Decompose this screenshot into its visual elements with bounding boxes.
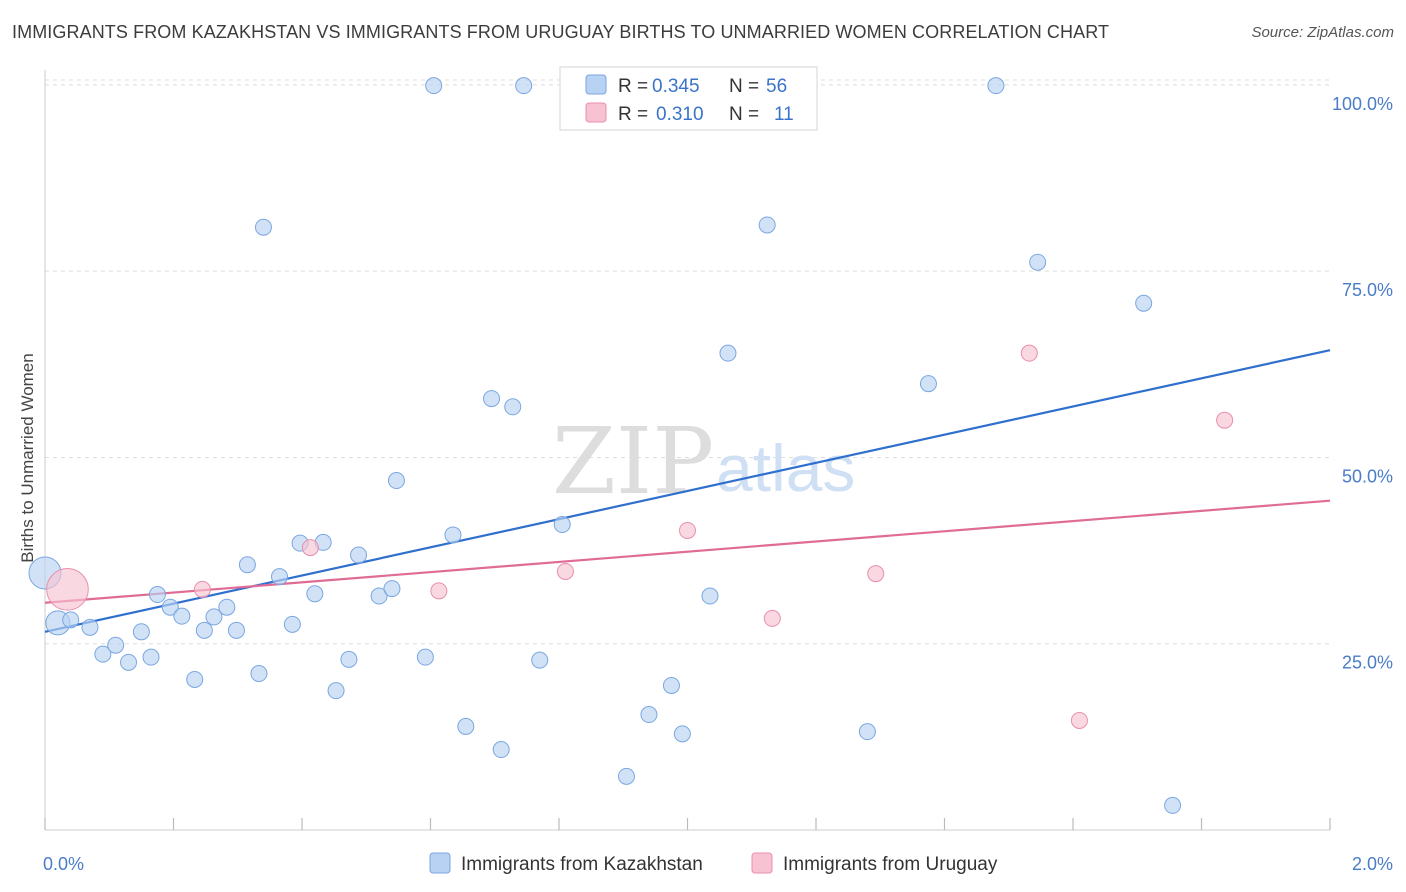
y-axis-label: Births to Unmarried Women — [18, 353, 37, 562]
kazakhstan-point-9 — [148, 586, 166, 604]
kazakhstan-point-13 — [195, 621, 213, 639]
kazakhstan-point-37 — [504, 398, 522, 416]
kazakhstan-point-30 — [387, 472, 405, 490]
kazakhstan-point-2 — [62, 611, 80, 629]
watermark-atlas: atlas — [716, 431, 855, 505]
data-points — [28, 77, 1234, 814]
stats-n-value-kazakhstan: 56 — [766, 76, 787, 97]
stats-r-value-kazakhstan: 0.345 — [652, 76, 700, 97]
y-tick-labels: 25.0% 50.0% 75.0% 100.0% — [1332, 94, 1393, 673]
uruguay-point-10 — [1216, 411, 1234, 429]
stats-r-label-uruguay: R = — [618, 104, 648, 125]
kazakhstan-point-21 — [283, 615, 301, 633]
uruguay-point-7 — [867, 565, 885, 583]
stats-box: R = 0.345 N = 56 R = 0.310 N = 11 — [559, 66, 818, 131]
kazakhstan-point-29 — [383, 580, 401, 598]
kazakhstan-point-20 — [271, 568, 289, 586]
kazakhstan-point-14 — [205, 608, 223, 626]
x-tick-label-0: 0.0% — [43, 854, 84, 874]
kazakhstan-point-17 — [238, 556, 256, 574]
kazakhstan-point-43 — [662, 676, 680, 694]
source-credit: Source: ZipAtlas.com — [1251, 24, 1394, 41]
uruguay-point-1 — [193, 580, 211, 598]
kazakhstan-point-19 — [254, 218, 272, 236]
legend-label-kazakhstan: Immigrants from Kazakhstan — [461, 854, 703, 875]
stats-n-value-uruguay: 11 — [774, 104, 794, 125]
kazakhstan-point-42 — [640, 706, 658, 724]
kazakhstan-point-6 — [120, 653, 138, 671]
uruguay-point-4 — [556, 562, 574, 580]
uruguay-point-2 — [301, 539, 319, 557]
kazakhstan-point-18 — [250, 665, 268, 683]
kazakhstan-point-47 — [758, 216, 776, 234]
kazakhstan-point-38 — [515, 77, 533, 95]
stats-n-label-uruguay: N = — [729, 104, 759, 125]
y-tick-label-3: 100.0% — [1332, 94, 1393, 114]
x-tick-labels: 0.0% 2.0% — [43, 854, 1393, 874]
kazakhstan-point-8 — [142, 648, 160, 666]
kazakhstan-point-35 — [483, 390, 501, 408]
uruguay-point-9 — [1070, 711, 1088, 729]
stats-r-value-uruguay: 0.310 — [656, 104, 704, 125]
uruguay-point-6 — [763, 609, 781, 627]
kazakhstan-point-28 — [370, 587, 388, 605]
uruguay-point-8 — [1020, 344, 1038, 362]
legend: Immigrants from Kazakhstan Immigrants fr… — [429, 852, 998, 875]
legend-label-uruguay: Immigrants from Uruguay — [783, 854, 998, 875]
kazakhstan-point-34 — [457, 717, 475, 735]
kazakhstan-point-40 — [553, 516, 571, 534]
kazakhstan-point-27 — [350, 546, 368, 564]
legend-swatch-uruguay — [751, 852, 773, 874]
kazakhstan-point-7 — [132, 623, 150, 641]
uruguay-trend-line — [44, 499, 1331, 604]
kazakhstan-point-26 — [340, 650, 358, 668]
y-tick-label-0: 25.0% — [1342, 653, 1393, 673]
kazakhstan-point-48 — [858, 723, 876, 741]
kazakhstan-point-32 — [425, 77, 443, 95]
kazakhstan-point-36 — [492, 741, 510, 759]
uruguay-point-3 — [430, 582, 448, 600]
chart-title: IMMIGRANTS FROM KAZAKHSTAN VS IMMIGRANTS… — [12, 22, 1110, 42]
kazakhstan-point-25 — [327, 682, 345, 700]
kazakhstan-point-51 — [1029, 253, 1047, 271]
stats-n-label-kazakhstan: N = — [729, 76, 759, 97]
kazakhstan-point-11 — [173, 607, 191, 625]
kazakhstan-point-41 — [617, 767, 635, 785]
kazakhstan-point-45 — [701, 587, 719, 605]
stats-r-label-kazakhstan: R = — [618, 76, 648, 97]
watermark-zip: ZIP — [552, 408, 714, 515]
x-tick-label-1: 2.0% — [1352, 854, 1393, 874]
kazakhstan-point-46 — [719, 344, 737, 362]
kazakhstan-point-31 — [416, 648, 434, 666]
y-tick-label-1: 50.0% — [1342, 466, 1393, 486]
kazakhstan-point-33 — [444, 526, 462, 544]
stats-swatch-uruguay — [585, 102, 607, 123]
uruguay-point-5 — [679, 521, 696, 539]
kazakhstan-point-52 — [1135, 294, 1153, 312]
grid-lines — [45, 79, 1330, 645]
legend-swatch-kazakhstan — [429, 852, 451, 874]
y-tick-label-2: 75.0% — [1342, 280, 1393, 300]
kazakhstan-point-49 — [919, 375, 937, 393]
uruguay-point-0 — [46, 568, 89, 611]
kazakhstan-point-3 — [81, 618, 99, 636]
kazakhstan-point-39 — [531, 651, 549, 669]
stats-swatch-kazakhstan — [585, 74, 607, 95]
kazakhstan-point-5 — [107, 636, 125, 654]
watermark: ZIP atlas — [552, 408, 855, 515]
trend-lines — [44, 349, 1331, 633]
kazakhstan-point-10 — [161, 598, 179, 616]
kazakhstan-point-15 — [218, 598, 236, 616]
axes — [44, 70, 1331, 831]
kazakhstan-point-16 — [227, 621, 245, 639]
kazakhstan-point-44 — [673, 725, 691, 743]
kazakhstan-point-12 — [186, 670, 204, 688]
kazakhstan-trend-line — [44, 349, 1331, 633]
kazakhstan-point-53 — [1164, 796, 1182, 814]
kazakhstan-point-4 — [94, 645, 112, 663]
kazakhstan-point-23 — [306, 585, 324, 603]
kazakhstan-point-50 — [987, 77, 1005, 95]
